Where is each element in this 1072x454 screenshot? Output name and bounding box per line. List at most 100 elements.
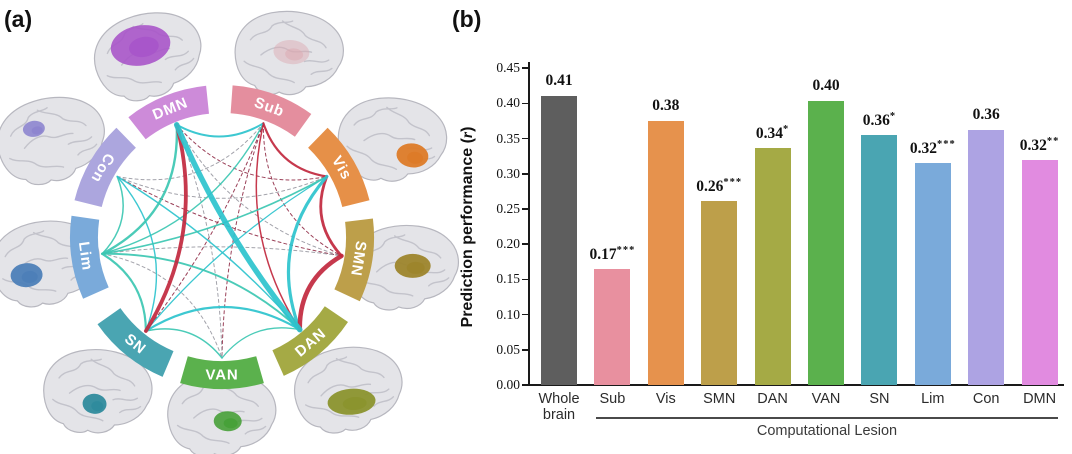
edge-sn-dan (144, 305, 301, 333)
bar-sn (861, 135, 898, 385)
panel-a-label: (a) (4, 6, 33, 32)
edge-dmn-vis (176, 124, 328, 181)
y-tick-mark (522, 67, 529, 69)
edge-lim-dan (101, 252, 301, 331)
category-label-dmn: DMN (1023, 391, 1057, 407)
bar-dan (754, 148, 791, 385)
y-tick-mark (522, 208, 529, 210)
bar-value-smn: 0.26*** (696, 176, 743, 195)
brain-image-con (0, 96, 105, 186)
bar-value-whole-brain: 0.41 (545, 72, 573, 90)
bar-whole-brain (541, 96, 577, 385)
bar-van (808, 100, 844, 385)
bar-lim (914, 163, 951, 385)
bar-value-dan: 0.34* (755, 124, 790, 143)
edge-lim-van (101, 253, 223, 359)
edge-lim-smn (101, 246, 342, 257)
y-tick-label: 0.00 (496, 377, 520, 392)
y-tick-label: 0.05 (496, 341, 520, 357)
brain-image-dmn (94, 12, 202, 102)
bar-smn (701, 200, 738, 385)
y-tick-mark (522, 137, 529, 140)
brain-image-vis (337, 97, 448, 182)
edge-sn-con (116, 175, 158, 332)
edge-lim-sub (101, 122, 265, 255)
y-tick-label: 0.40 (496, 95, 520, 111)
brain-image-sn (43, 349, 153, 434)
y-tick-mark (522, 243, 529, 245)
bar-con (968, 130, 1005, 385)
edge-sn-vis (145, 175, 328, 332)
network-band-van (180, 356, 264, 389)
y-tick-mark (522, 349, 529, 351)
edge-sub-sn (145, 122, 264, 332)
bar-dmn (1021, 159, 1058, 385)
edge-sub-vis (262, 122, 328, 178)
edge-sub-smn (262, 122, 342, 257)
edge-vis-smn (319, 175, 343, 258)
edge-dmn-sn (144, 122, 188, 333)
edge-dmn-sub (175, 122, 265, 138)
y-axis-line (528, 62, 530, 386)
edge-lim-sn (101, 252, 147, 333)
network-band-vis (308, 127, 370, 207)
brain-image-smn (349, 224, 460, 311)
brain-image-sub (234, 10, 344, 96)
bar-value-lim: 0.32*** (909, 139, 956, 158)
panel-b-label: (b) (452, 6, 482, 32)
edge-con-smn (116, 176, 342, 257)
y-tick-mark (522, 278, 529, 281)
bar-value-sn: 0.36* (862, 111, 897, 130)
category-label-dan: DAN (757, 391, 788, 407)
category-label-smn: SMN (703, 391, 736, 407)
edge-van-dan (221, 327, 301, 359)
lesion-group-label: Computational Lesion (756, 423, 898, 439)
network-label-smn: SMN (347, 240, 369, 278)
bar-value-vis: 0.38 (652, 97, 680, 114)
edge-con-sub (116, 122, 264, 181)
bar-chart: Prediction performance (r) Computational… (440, 0, 1072, 454)
y-tick-label: 0.45 (496, 60, 520, 76)
network-band-sub (230, 85, 312, 137)
panel-b: (b) Prediction performance (r) Computati… (440, 0, 1072, 454)
edge-con-vis (116, 176, 328, 199)
bar-vis (647, 121, 684, 385)
y-tick-label: 0.15 (496, 271, 520, 287)
bar-value-sub: 0.17*** (589, 244, 636, 263)
category-label-lim: Lim (921, 391, 945, 407)
edge-lim-vis (101, 175, 328, 255)
y-tick-mark (522, 384, 529, 386)
edge-smn-dan (297, 253, 344, 332)
category-label-whole-brain: Whole brain (538, 391, 580, 424)
edge-sub-dan (255, 122, 301, 331)
bar-value-van: 0.40 (812, 76, 840, 94)
network-band-sn (97, 308, 174, 377)
brain-image-dan (293, 346, 403, 434)
bar-sub (594, 268, 631, 385)
category-label-sn: SN (869, 391, 890, 407)
lesion-group-line (596, 417, 1058, 419)
category-label-con: Con (972, 391, 1000, 407)
network-label-van: VAN (206, 367, 239, 384)
network-band-con (74, 127, 136, 207)
edge-dmn-smn (176, 124, 342, 257)
bar-value-dmn: 0.32** (1019, 135, 1060, 154)
edge-dmn-lim (101, 123, 179, 255)
network-label-lim: Lim (75, 241, 96, 272)
bar-value-con: 0.36 (972, 106, 1000, 124)
network-band-smn (334, 218, 375, 302)
y-tick-mark (522, 173, 529, 175)
y-tick-mark (522, 313, 529, 316)
x-axis-line (524, 384, 1064, 386)
panel-a: (a) DMN Sub Vis SMN DAN VAN SN Lim Con (0, 0, 460, 454)
y-tick-label: 0.30 (496, 165, 520, 181)
category-label-sub: Sub (599, 391, 626, 407)
y-tick-label: 0.20 (496, 236, 520, 252)
edge-vis-dan (286, 174, 329, 332)
edge-sn-van (145, 328, 223, 359)
network-band-lim (70, 215, 109, 299)
y-tick-mark (522, 102, 529, 105)
y-tick-label: 0.35 (496, 130, 520, 146)
